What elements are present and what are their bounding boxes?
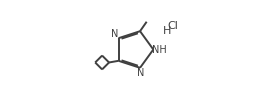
Text: N: N xyxy=(137,68,145,78)
Text: Cl: Cl xyxy=(168,21,179,31)
Text: NH: NH xyxy=(152,45,167,55)
Text: H: H xyxy=(163,26,171,36)
Text: N: N xyxy=(111,29,119,39)
